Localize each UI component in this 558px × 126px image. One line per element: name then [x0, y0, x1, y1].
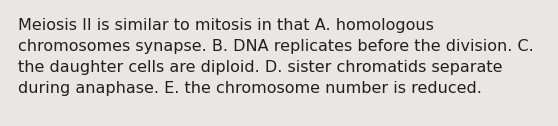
Text: Meiosis II is similar to mitosis in that A. homologous
chromosomes synapse. B. D: Meiosis II is similar to mitosis in that… [18, 18, 534, 96]
